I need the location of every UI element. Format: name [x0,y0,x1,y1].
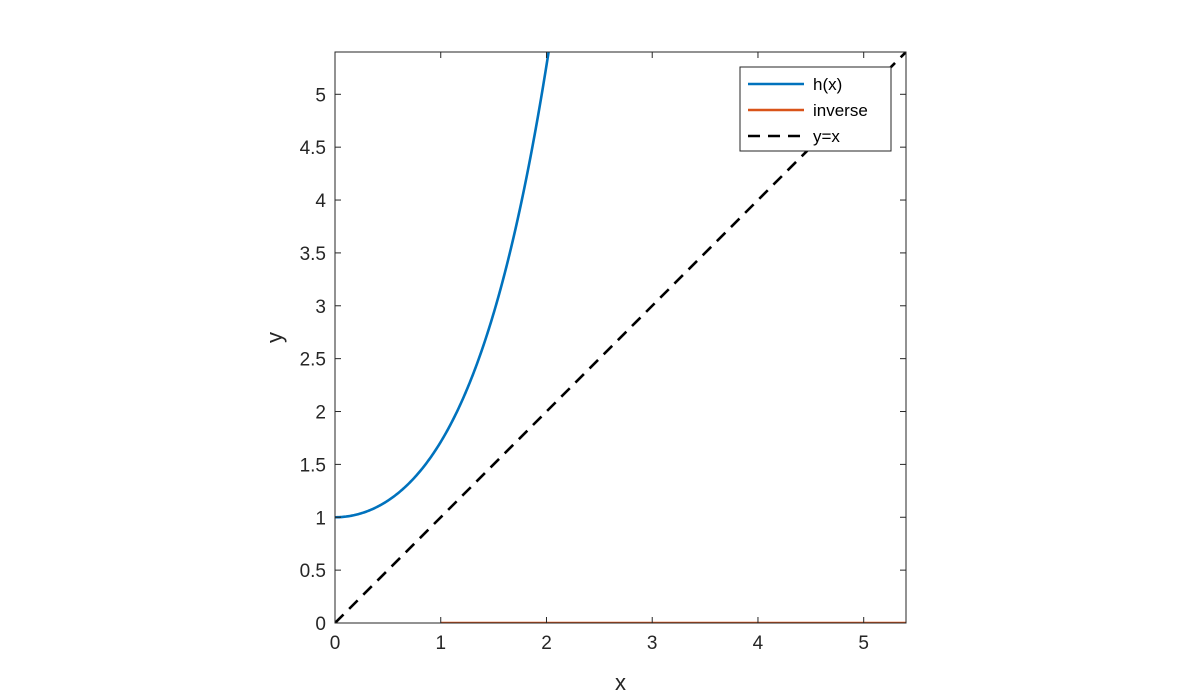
y-tick-label: 2 [315,403,326,424]
tick-layer: 0 1 2 3 4 5 0 0.5 1 1.5 2 2.5 3 3.5 4 4.5 5 [300,52,906,654]
y-axis-label: y [262,332,287,343]
x-tick-label: 2 [541,633,552,654]
x-tick-label: 1 [435,633,446,654]
legend: h(x) inverse y=x [739,66,892,152]
x-tick-label: 4 [753,633,764,654]
axes-box [334,51,907,624]
y-tick-label: 3.5 [300,244,326,265]
legend-entry: y=x [748,127,840,146]
y-tick-label: 0.5 [300,561,326,582]
x-tick-label: 3 [647,633,658,654]
y-tick-label: 4.5 [300,138,326,159]
legend-entry: inverse [748,101,868,120]
legend-label: y=x [813,127,840,146]
y-tick-label: 4 [315,191,326,212]
legend-label: h(x) [813,75,842,94]
series-layer [335,52,906,623]
y-tick-label: 2.5 [300,350,326,371]
x-tick-label: 0 [330,633,341,654]
y-tick-label: 1 [315,508,326,529]
legend-entry: h(x) [748,75,842,94]
x-axis-label: x [615,670,626,695]
y-tick-label: 1.5 [300,455,326,476]
y-tick-label: 3 [315,297,326,318]
y-tick-label: 5 [315,85,326,106]
x-tick-label: 5 [858,633,869,654]
series-line-y-x [335,52,906,623]
legend-label: inverse [813,101,868,120]
series-line-h-x- [335,52,550,519]
y-tick-label: 0 [315,614,326,635]
